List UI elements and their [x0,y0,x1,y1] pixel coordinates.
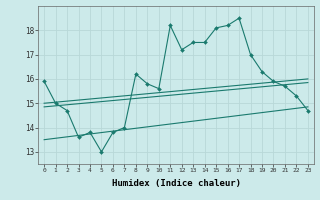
X-axis label: Humidex (Indice chaleur): Humidex (Indice chaleur) [111,179,241,188]
